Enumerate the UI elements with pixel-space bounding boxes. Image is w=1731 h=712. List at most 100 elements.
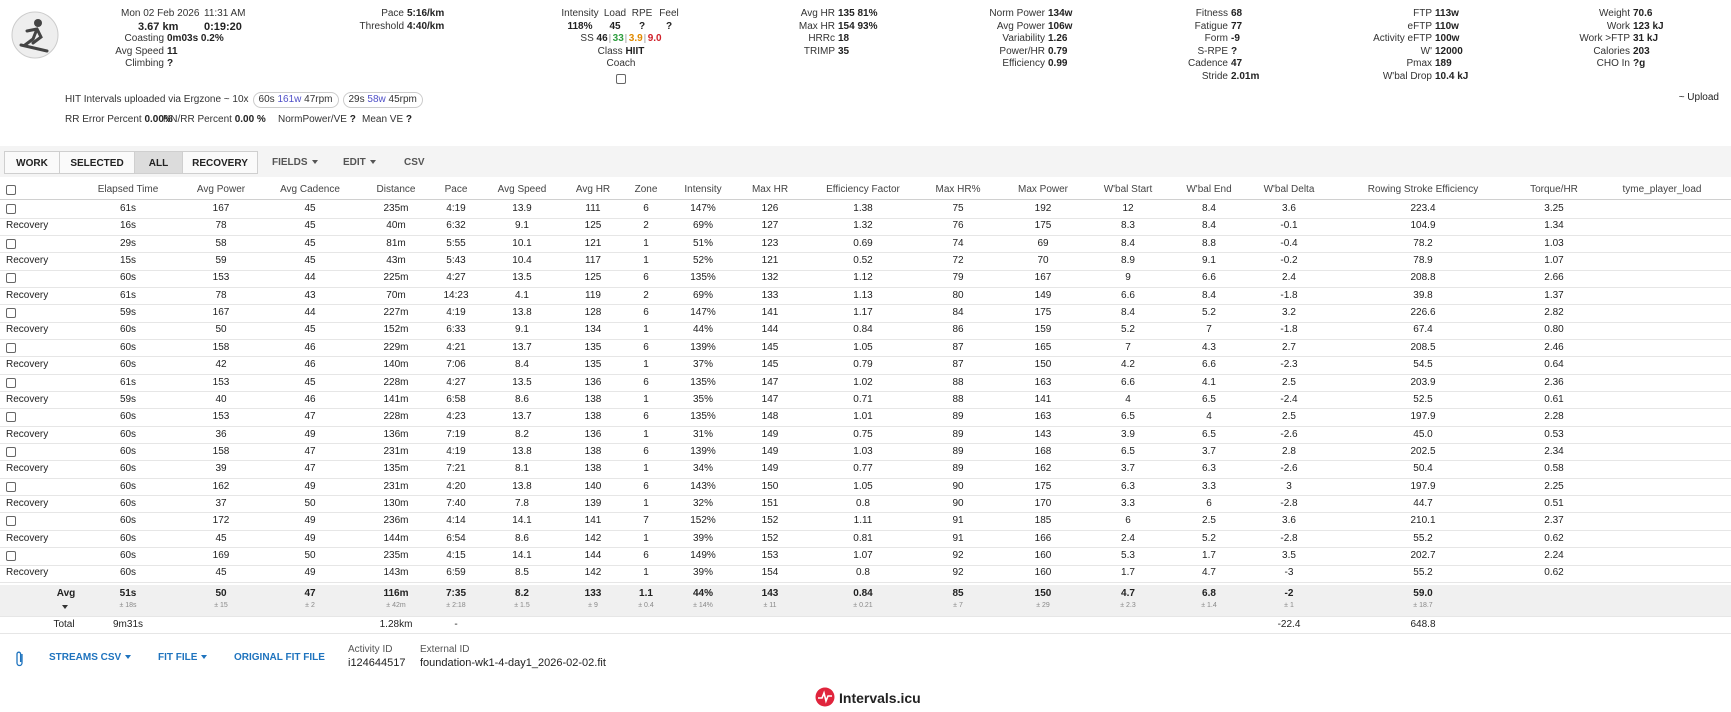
cell: 0.75: [853, 428, 873, 440]
ss-value: 3.9: [628, 33, 643, 44]
activity-id-label: Activity ID: [348, 644, 393, 655]
row-checkbox[interactable]: [6, 377, 16, 388]
cell: 231m: [383, 445, 409, 457]
cell: 165: [1034, 341, 1052, 353]
cell: 0.79: [853, 359, 873, 371]
coach-checkbox[interactable]: [616, 74, 626, 84]
avg-spread: ± 11: [763, 602, 777, 609]
cell: 36: [215, 428, 227, 440]
effort-value: 45: [609, 21, 621, 32]
row-border: [0, 287, 1731, 288]
row-checkbox[interactable]: [6, 446, 16, 457]
row-checkbox[interactable]: [6, 481, 16, 492]
cell: 167: [212, 307, 230, 319]
cell: 141m: [383, 393, 409, 405]
row-checkbox[interactable]: [6, 516, 16, 527]
cell: 136: [584, 376, 602, 388]
cell: 5.2: [1202, 307, 1216, 319]
cell: -2.4: [1280, 393, 1298, 405]
cell: 138: [584, 411, 602, 423]
footer-link[interactable]: STREAMS CSV: [49, 652, 132, 664]
row-checkbox[interactable]: [6, 412, 16, 423]
cell: 0.61: [1544, 393, 1564, 405]
cell: 8.9: [1121, 255, 1135, 267]
cell: 226.6: [1410, 307, 1436, 319]
tab-button[interactable]: WORK: [4, 151, 60, 174]
chip-cadence: 47rpm: [304, 94, 333, 105]
toolbar-menu[interactable]: EDIT: [343, 151, 376, 174]
cell: 45: [215, 567, 227, 579]
cell: 60s: [119, 272, 137, 284]
cell: 2: [643, 289, 649, 301]
row-border: [0, 495, 1731, 496]
cell: 60s: [119, 567, 137, 579]
cell: 37%: [692, 359, 714, 371]
stat-label: Fitness: [1195, 8, 1228, 19]
cell: 8.8: [1202, 237, 1216, 249]
cell: 47: [304, 445, 316, 457]
avg-border: [0, 616, 1731, 617]
time: 11:31 AM: [204, 8, 246, 19]
dropdown-caret: [201, 655, 208, 660]
cell: 69%: [692, 220, 714, 232]
row-border: [0, 582, 1731, 583]
row-checkbox[interactable]: [6, 551, 16, 561]
cell: 0.84: [853, 324, 873, 336]
cell: 78: [215, 220, 227, 232]
footer-link[interactable]: FIT FILE: [158, 652, 208, 664]
cell: 163: [1034, 376, 1052, 388]
stat-label: TRIMP: [803, 46, 835, 57]
row-checkbox[interactable]: [6, 238, 16, 249]
row-border: [0, 443, 1731, 444]
cell: 7:40: [446, 497, 466, 509]
cell: 141: [761, 307, 779, 319]
cell: 111: [585, 203, 601, 214]
stat-label: CHO In: [1596, 58, 1630, 69]
total-cell: 9m31s: [112, 619, 144, 630]
cell: 145: [761, 341, 779, 353]
row-checkbox[interactable]: [6, 308, 16, 319]
cell: 6: [643, 203, 649, 214]
footer-link[interactable]: ORIGINAL FIT FILE: [234, 652, 325, 664]
cell: 202.7: [1410, 550, 1436, 561]
cell: 4: [1125, 393, 1131, 405]
stat-value: 0.99: [1048, 58, 1068, 69]
cell: 1.02: [853, 376, 873, 388]
cell: 2.5: [1202, 515, 1216, 527]
cell: 60s: [119, 497, 137, 509]
skier-icon: [19, 27, 49, 53]
cell: 139%: [690, 445, 716, 457]
row-label: Recovery: [6, 463, 49, 475]
row-border: [0, 322, 1731, 323]
cell: 6: [1206, 497, 1212, 509]
avg-cell: 1.1: [639, 588, 653, 599]
cell: 3: [1286, 480, 1292, 492]
stat-label: Pace: [381, 8, 404, 19]
cell: 42: [215, 359, 227, 371]
toolbar-menu[interactable]: CSV: [404, 151, 425, 174]
cell: 90: [952, 497, 964, 509]
cell: 60s: [119, 550, 137, 561]
column-header: Pace: [444, 184, 468, 195]
cell: -1.8: [1280, 289, 1298, 301]
cell: 7:21: [446, 463, 466, 475]
column-header: Distance: [376, 184, 416, 195]
tab-button[interactable]: SELECTED: [59, 151, 135, 174]
header-checkbox[interactable]: [6, 185, 16, 195]
toolbar-menu[interactable]: FIELDS: [272, 151, 318, 174]
row-checkbox[interactable]: [6, 342, 16, 353]
cell: 45.0: [1413, 428, 1433, 440]
cell: 86: [952, 324, 964, 336]
stat-value: 77: [1231, 21, 1243, 32]
row-checkbox[interactable]: [6, 204, 16, 214]
row-checkbox[interactable]: [6, 273, 16, 284]
tab-button[interactable]: RECOVERY: [182, 151, 258, 174]
cell: 3.3: [1121, 497, 1135, 509]
cell: 4:14: [446, 515, 466, 527]
cell: 0.8: [856, 497, 870, 509]
tab-button[interactable]: ALL: [134, 151, 183, 174]
cell: 5.2: [1202, 532, 1216, 544]
stat-value: 1.26: [1048, 33, 1068, 44]
cell: 8.5: [515, 567, 529, 579]
column-header: Max HR: [751, 184, 789, 195]
